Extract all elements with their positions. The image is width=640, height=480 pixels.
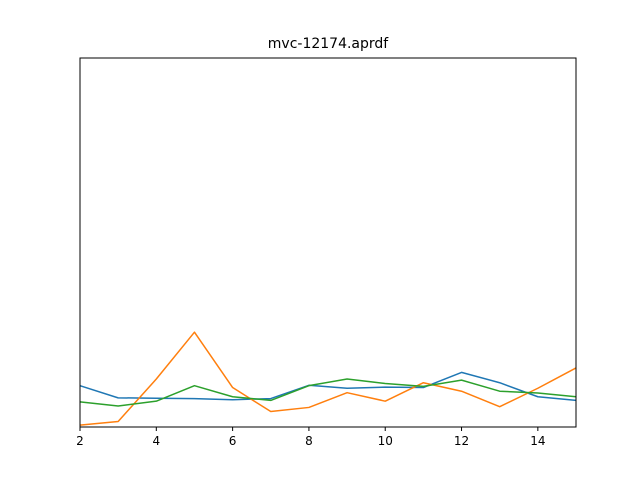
chart-title: mvc-12174.aprdf bbox=[268, 36, 390, 52]
x-tick-label: 2 bbox=[76, 434, 84, 448]
series-line-2 bbox=[79, 331, 577, 426]
series-line-1 bbox=[79, 371, 577, 402]
x-tick-label: 6 bbox=[229, 434, 237, 448]
x-tick-label: 4 bbox=[152, 434, 160, 448]
series-layer bbox=[79, 331, 577, 426]
x-tick-label: 12 bbox=[454, 434, 469, 448]
series-line-3 bbox=[79, 378, 577, 407]
x-tick-label: 8 bbox=[305, 434, 313, 448]
plot-area-frame bbox=[79, 57, 577, 428]
x-tick-label: 14 bbox=[530, 434, 545, 448]
x-tick-label: 10 bbox=[378, 434, 393, 448]
x-axis: 2 4 6 8 10 12 14 bbox=[76, 427, 545, 448]
